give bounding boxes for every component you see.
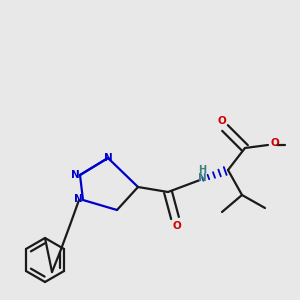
Text: N: N: [103, 153, 112, 163]
Text: N: N: [198, 173, 206, 183]
Text: N: N: [70, 170, 80, 180]
Text: N: N: [74, 194, 82, 204]
Text: O: O: [271, 138, 279, 148]
Text: O: O: [172, 221, 182, 231]
Text: O: O: [218, 116, 226, 126]
Text: H: H: [198, 165, 206, 175]
